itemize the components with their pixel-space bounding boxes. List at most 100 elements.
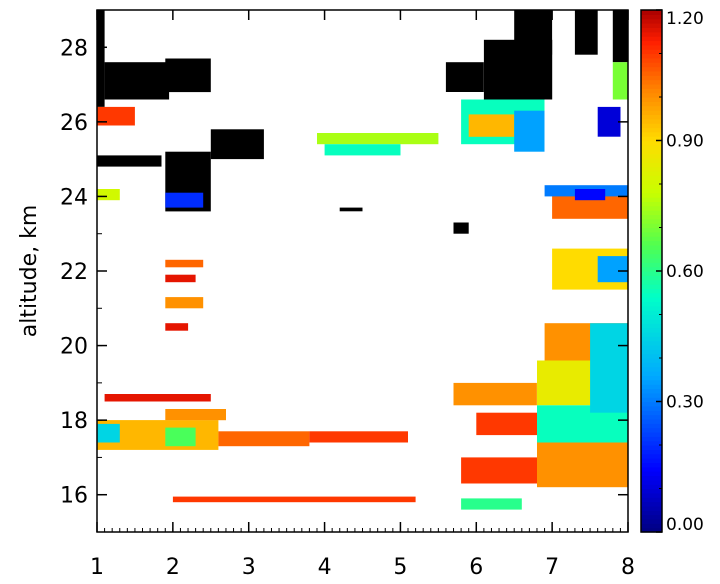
colorbar-segment [641,136,662,142]
colorbar-segment [641,358,662,363]
colorbar-segment [641,523,662,529]
colorbar-segment [641,301,662,307]
y-tick-label: 18 [60,409,88,434]
colorbar-segment [641,36,662,42]
heatmap-cell [165,274,196,283]
colorbar-segment [641,101,662,107]
heatmap-cell [324,144,401,156]
heatmap-cell [476,412,537,436]
colorbar-segment [641,179,662,185]
colorbar-segment [641,127,662,133]
colorbar-segment [641,453,662,459]
colorbar-segment [641,23,662,28]
heatmap-cell [461,457,545,484]
colorbar-segment [641,118,662,124]
heatmap-cell [453,382,537,406]
colorbar-segment [641,475,662,481]
colorbar-segment [641,366,662,372]
colorbar-segment [641,92,662,98]
missing-data-cell [104,62,170,100]
colorbar-segment [641,70,662,76]
colorbar-segment [641,214,662,220]
colorbar-segment [641,140,662,146]
colorbar-segment [641,427,662,433]
colorbar-segment [641,79,662,85]
colorbar-segment [641,227,662,233]
colorbar-segment [641,157,662,163]
missing-data-cell [453,222,469,234]
y-tick-label: 20 [60,335,88,360]
heatmap-cell [597,256,628,283]
colorbar-segment [641,479,662,485]
colorbar-segment [641,305,662,311]
x-tick-label: 7 [545,555,559,580]
colorbar-segment [641,88,662,94]
colorbar-segment [641,66,662,72]
colorbar-segment [641,114,662,120]
colorbar-segment [641,110,662,115]
colorbar-segment [641,505,662,511]
colorbar-segment [641,170,662,176]
colorbar-segment [641,384,662,390]
colorbar-segment [641,401,662,407]
heatmap-cell [165,409,226,421]
colorbar-segment [641,244,662,250]
colorbar-segment [641,97,662,102]
heatmap-cell [590,323,628,413]
colorbar-segment [641,175,662,181]
colorbar-segment [641,410,662,416]
colorbar-segment [641,497,662,503]
colorbar-segment [641,414,662,420]
colorbar-segment [641,18,662,24]
heatmap-cell [612,62,628,100]
colorbar-segment [641,405,662,411]
colorbar-segment [641,44,662,50]
missing-data-cell [612,10,628,63]
colorbar-segment [641,188,662,194]
x-tick-label: 3 [242,555,256,580]
colorbar-segment [641,166,662,172]
colorbar-segment [641,275,662,281]
colorbar-segment [641,371,662,376]
missing-data-cell [339,207,363,212]
colorbar-segment [641,379,662,385]
heatmap-cell [514,110,545,152]
heatmap-cell [165,192,204,208]
heatmap-cell [165,297,204,309]
colorbar-segment [641,288,662,294]
colorbar-segment [641,327,662,333]
colorbar-segment [641,144,662,150]
colorbar-segment [641,284,662,289]
colorbar-segment [641,297,662,303]
x-tick-label: 5 [393,555,407,580]
heatmap-cell [97,106,135,126]
heatmap-cell [309,431,408,443]
y-tick-label: 24 [60,185,88,210]
colorbar-segment [641,375,662,381]
missing-data-cell [445,62,484,92]
colorbar-segment [641,397,662,403]
missing-data-cell [210,129,264,160]
colorbar-segment [641,349,662,355]
colorbar-segment [641,344,662,350]
colorbar-segment [641,131,662,137]
colorbar-segment [641,518,662,524]
colorbar-tick-label: 0.90 [666,132,704,152]
colorbar-segment [641,449,662,455]
colorbar-segment [641,231,662,237]
colorbar-segment [641,40,662,46]
colorbar-segment [641,262,662,268]
colorbar-segment [641,162,662,168]
colorbar-segment [641,445,662,450]
colorbar-segment [641,62,662,68]
heatmap-cell [574,189,606,201]
colorbar-segment [641,458,662,463]
colorbar-segment [641,83,662,89]
colorbar-segment [641,249,662,255]
x-tick-label: 6 [469,555,483,580]
colorbar-segment [641,279,662,285]
y-tick-label: 22 [60,260,88,285]
missing-data-cell [514,10,553,55]
colorbar-segment [641,488,662,494]
heatmap-cell [165,259,204,268]
